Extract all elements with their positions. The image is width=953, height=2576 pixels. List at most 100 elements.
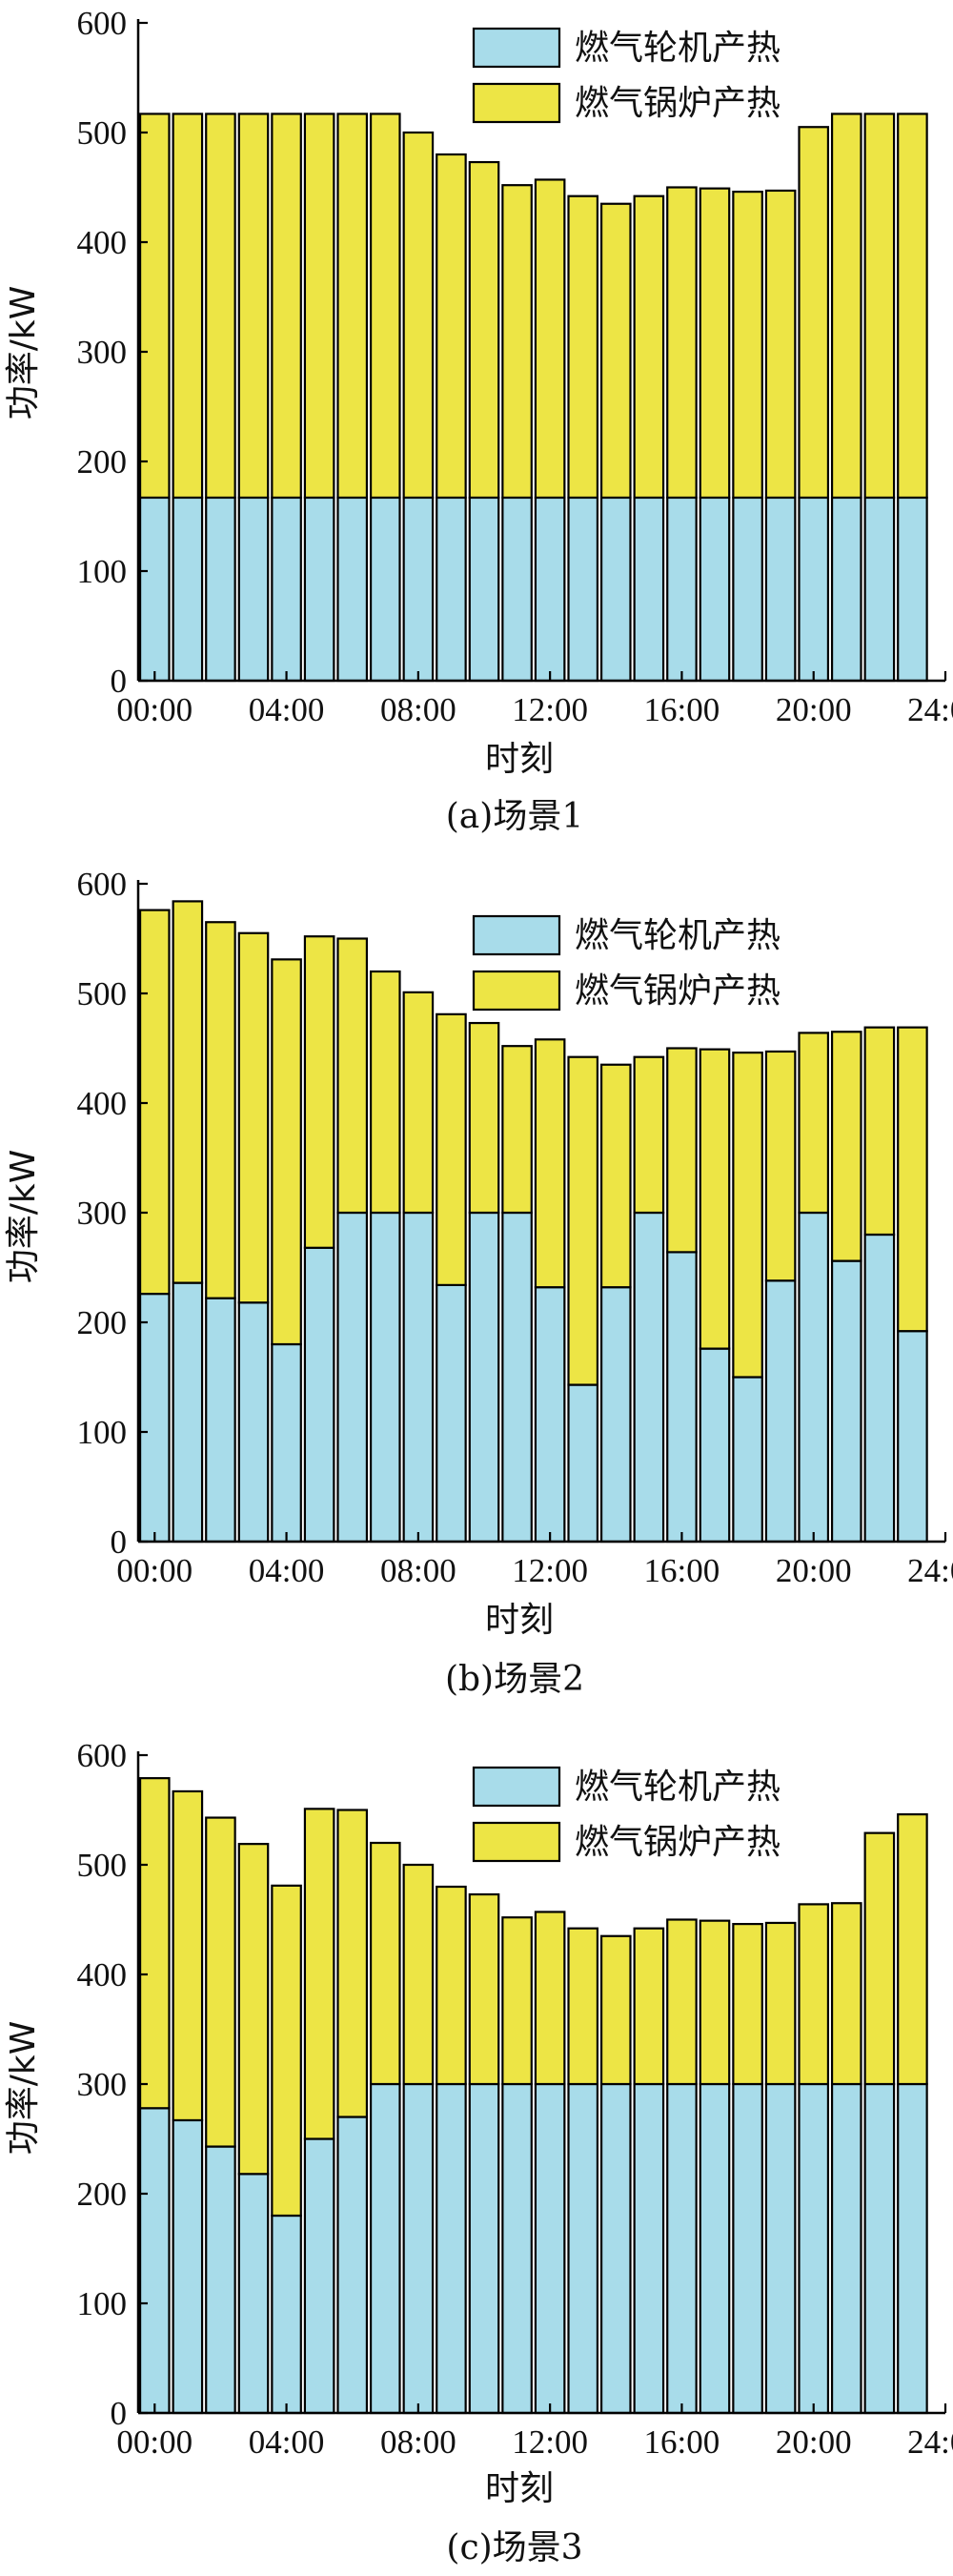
gas-boiler-bar-18	[699, 1919, 731, 2086]
gas-boiler-bar-19	[732, 191, 763, 500]
gas-boiler-bar-24	[897, 1812, 928, 2086]
y-tick-label: 100	[77, 1414, 128, 1451]
gas-turbine-bar-12	[501, 496, 533, 683]
y-tick-label: 0	[111, 1523, 128, 1561]
x-axis-title: 时刻	[485, 740, 554, 779]
gas-turbine-bar-18	[699, 1347, 731, 1544]
gas-boiler-bar-18	[699, 1048, 731, 1350]
gas-turbine-bar-6	[303, 2137, 335, 2415]
gas-boiler-bar-1	[138, 909, 171, 1296]
gas-boiler-bar-13	[534, 1038, 566, 1289]
gas-boiler-bar-2	[172, 112, 204, 500]
gas-turbine-bar-4	[237, 496, 270, 683]
x-tick-label: 16:00	[644, 1552, 720, 1589]
gas-boiler-bar-9	[402, 991, 435, 1215]
gas-boiler-bar-22	[830, 112, 862, 500]
y-tick-label: 400	[77, 1956, 128, 1993]
gas-turbine-bar-13	[534, 1286, 566, 1544]
gas-turbine-bar-22	[830, 496, 862, 683]
gas-boiler-bar-7	[336, 112, 369, 500]
gas-turbine-bar-20	[764, 2082, 797, 2415]
gas-turbine-bar-16	[633, 496, 665, 683]
y-tick-label: 600	[77, 866, 128, 903]
gas-boiler-bar-15	[599, 202, 632, 500]
gas-boiler-bar-16	[633, 1055, 665, 1215]
gas-boiler-bar-11	[468, 160, 500, 500]
x-tick-label: 24:00	[907, 2423, 953, 2461]
gas-boiler-bar-21	[798, 1903, 830, 2086]
gas-turbine-bar-10	[436, 2082, 467, 2415]
gas-boiler-bar-23	[863, 112, 896, 500]
gas-turbine-bar-21	[798, 2082, 830, 2415]
x-tick-label: 12:00	[512, 2423, 588, 2461]
x-tick-label: 12:00	[512, 1552, 588, 1589]
gas-boiler-bar-17	[666, 1047, 698, 1254]
y-tick-label: 0	[111, 663, 128, 700]
gas-boiler-bar-9	[402, 131, 435, 500]
gas-turbine-bar-2	[172, 1281, 204, 1544]
y-axis-title: 功率/kW	[4, 286, 43, 420]
gas-turbine-bar-1	[138, 1292, 171, 1544]
panel-caption: (c)场景3	[446, 2528, 582, 2567]
chart-panel-3: 0 100 200 300 400 500 600 00:00 04:00 08:00 12:00 1…	[4, 1737, 953, 2567]
legend-swatch-gas-boiler	[472, 82, 561, 124]
gas-turbine-bar-10	[436, 496, 467, 683]
gas-boiler-bar-6	[303, 935, 335, 1249]
x-tick-label: 16:00	[644, 2423, 720, 2461]
x-tick-label: 04:00	[249, 2423, 325, 2461]
gas-boiler-bar-3	[205, 921, 236, 1299]
gas-turbine-bar-11	[468, 1211, 500, 1544]
gas-boiler-bar-22	[830, 1902, 862, 2086]
legend-label-gas-turbine: 燃气轮机产热	[575, 29, 781, 68]
gas-boiler-bar-10	[436, 1012, 467, 1286]
gas-turbine-bar-6	[303, 1246, 335, 1544]
gas-boiler-bar-16	[633, 1927, 665, 2086]
gas-boiler-bar-5	[271, 1884, 302, 2218]
gas-turbine-bar-23	[863, 496, 896, 683]
gas-turbine-bar-12	[501, 1211, 533, 1544]
gas-boiler-bar-23	[863, 1831, 896, 2086]
x-axis-title: 时刻	[485, 2469, 554, 2508]
gas-boiler-bar-3	[205, 1816, 236, 2148]
gas-boiler-bar-13	[534, 1911, 566, 2086]
gas-turbine-bar-7	[336, 1211, 369, 1544]
y-axis-title: 功率/kW	[4, 2021, 43, 2156]
x-axis-title: 时刻	[485, 1601, 554, 1640]
gas-boiler-bar-7	[336, 1809, 369, 2118]
gas-boiler-bar-4	[237, 1843, 270, 2176]
gas-boiler-bar-9	[402, 1863, 435, 2086]
gas-boiler-bar-12	[501, 184, 533, 500]
gas-turbine-bar-4	[237, 1301, 270, 1544]
gas-turbine-bar-10	[436, 1283, 467, 1544]
gas-boiler-bar-12	[501, 1916, 533, 2086]
gas-turbine-bar-13	[534, 2082, 566, 2415]
gas-turbine-bar-5	[271, 1342, 302, 1544]
gas-boiler-bar-7	[336, 937, 369, 1215]
gas-turbine-bar-5	[271, 2214, 302, 2415]
gas-turbine-bar-1	[138, 496, 171, 683]
gas-turbine-bar-8	[369, 2082, 401, 2415]
gas-boiler-bar-4	[237, 112, 270, 500]
gas-boiler-bar-5	[271, 958, 302, 1346]
gas-turbine-bar-20	[764, 1279, 797, 1544]
gas-boiler-bar-13	[534, 178, 566, 500]
y-tick-label: 600	[77, 1737, 128, 1774]
legend-swatch-gas-boiler	[472, 1821, 561, 1863]
x-tick-label: 04:00	[249, 1552, 325, 1589]
gas-boiler-bar-2	[172, 1789, 204, 2122]
gas-turbine-bar-21	[798, 496, 830, 683]
gas-turbine-bar-16	[633, 2082, 665, 2415]
gas-boiler-bar-20	[764, 189, 797, 500]
gas-turbine-bar-18	[699, 496, 731, 683]
gas-turbine-bar-12	[501, 2082, 533, 2415]
gas-turbine-bar-14	[567, 1383, 599, 1544]
y-tick-label: 500	[77, 1847, 128, 1884]
gas-boiler-bar-11	[468, 1021, 500, 1215]
gas-turbine-bar-15	[599, 1286, 632, 1544]
gas-turbine-bar-22	[830, 1259, 862, 1544]
y-tick-label: 500	[77, 975, 128, 1012]
x-tick-label: 00:00	[116, 1552, 193, 1589]
gas-boiler-bar-19	[732, 1922, 763, 2086]
